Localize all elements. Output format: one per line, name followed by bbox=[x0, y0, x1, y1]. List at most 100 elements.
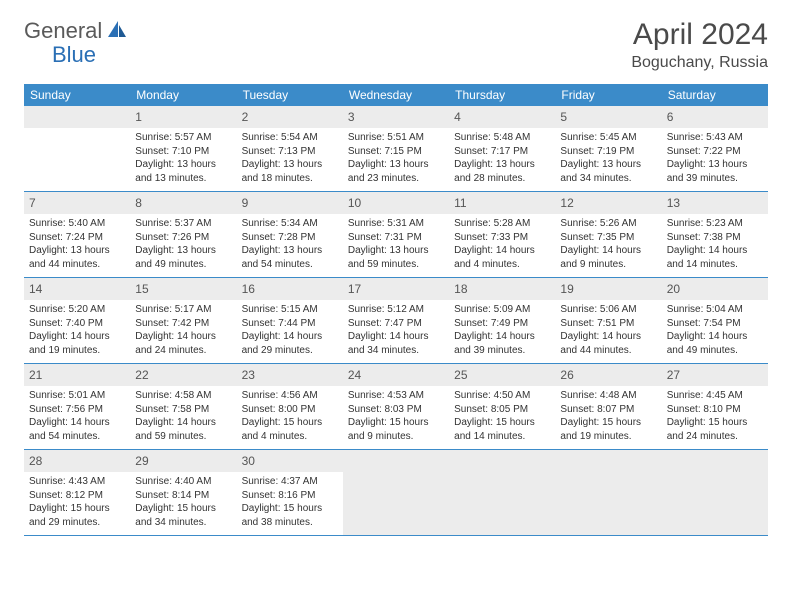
day-cell: 13Sunrise: 5:23 AMSunset: 7:38 PMDayligh… bbox=[662, 192, 768, 277]
day-info: Sunrise: 5:40 AMSunset: 7:24 PMDaylight:… bbox=[29, 217, 125, 271]
daylight-text: Daylight: 14 hours bbox=[560, 330, 656, 344]
day-number-row: 17 bbox=[343, 278, 449, 300]
daylight-text: Daylight: 13 hours bbox=[560, 158, 656, 172]
day-number-row: 16 bbox=[237, 278, 343, 300]
day-number: 11 bbox=[454, 196, 466, 210]
sunrise-text: Sunrise: 5:06 AM bbox=[560, 303, 656, 317]
daylight-text: Daylight: 15 hours bbox=[29, 502, 125, 516]
sunset-text: Sunset: 8:03 PM bbox=[348, 403, 444, 417]
sunset-text: Sunset: 8:12 PM bbox=[29, 489, 125, 503]
day-number-row: 4 bbox=[449, 106, 555, 128]
day-number: 9 bbox=[242, 196, 249, 210]
sunset-text: Sunset: 8:00 PM bbox=[242, 403, 338, 417]
logo-word-2: Blue bbox=[52, 42, 96, 67]
day-info: Sunrise: 5:20 AMSunset: 7:40 PMDaylight:… bbox=[29, 303, 125, 357]
day-number-row: 30 bbox=[237, 450, 343, 472]
daylight-text: Daylight: 13 hours bbox=[348, 158, 444, 172]
sunrise-text: Sunrise: 5:15 AM bbox=[242, 303, 338, 317]
daylight-text: Daylight: 15 hours bbox=[242, 416, 338, 430]
day-cell: 7 Sunrise: 5:40 AMSunset: 7:24 PMDaylight… bbox=[24, 192, 130, 277]
sunset-text: Sunset: 8:10 PM bbox=[667, 403, 763, 417]
day-number: 19 bbox=[560, 282, 573, 296]
daylight-text: Daylight: 14 hours bbox=[667, 244, 763, 258]
day-number: 27 bbox=[667, 368, 680, 382]
day-info: Sunrise: 4:48 AMSunset: 8:07 PMDaylight:… bbox=[560, 389, 656, 443]
day-number: 24 bbox=[348, 368, 361, 382]
sunset-text: Sunset: 7:58 PM bbox=[135, 403, 231, 417]
sunrise-text: Sunrise: 5:20 AM bbox=[29, 303, 125, 317]
day-cell: 1Sunrise: 5:57 AMSunset: 7:10 PMDaylight… bbox=[130, 106, 236, 191]
sunrise-text: Sunrise: 4:43 AM bbox=[29, 475, 125, 489]
daylight-text: and 18 minutes. bbox=[242, 172, 338, 186]
day-number-row: 27 bbox=[662, 364, 768, 386]
day-number-row bbox=[555, 450, 661, 472]
sunset-text: Sunset: 7:40 PM bbox=[29, 317, 125, 331]
sunrise-text: Sunrise: 4:40 AM bbox=[135, 475, 231, 489]
daylight-text: Daylight: 13 hours bbox=[242, 158, 338, 172]
daylight-text: and 49 minutes. bbox=[135, 258, 231, 272]
sunset-text: Sunset: 7:19 PM bbox=[560, 145, 656, 159]
daylight-text: Daylight: 13 hours bbox=[135, 158, 231, 172]
day-cell: 21Sunrise: 5:01 AMSunset: 7:56 PMDayligh… bbox=[24, 364, 130, 449]
day-number: 5 bbox=[560, 110, 567, 124]
sunrise-text: Sunrise: 5:26 AM bbox=[560, 217, 656, 231]
daylight-text: Daylight: 13 hours bbox=[135, 244, 231, 258]
day-number-row: 12 bbox=[555, 192, 661, 214]
day-info: Sunrise: 5:15 AMSunset: 7:44 PMDaylight:… bbox=[242, 303, 338, 357]
sunrise-text: Sunrise: 4:37 AM bbox=[242, 475, 338, 489]
daylight-text: and 24 minutes. bbox=[667, 430, 763, 444]
day-number: 4 bbox=[454, 110, 461, 124]
sunset-text: Sunset: 7:10 PM bbox=[135, 145, 231, 159]
day-cell: 14Sunrise: 5:20 AMSunset: 7:40 PMDayligh… bbox=[24, 278, 130, 363]
day-info: Sunrise: 5:43 AMSunset: 7:22 PMDaylight:… bbox=[667, 131, 763, 185]
day-info: Sunrise: 5:01 AMSunset: 7:56 PMDaylight:… bbox=[29, 389, 125, 443]
daylight-text: Daylight: 15 hours bbox=[348, 416, 444, 430]
daylight-text: and 44 minutes. bbox=[560, 344, 656, 358]
day-number: 6 bbox=[667, 110, 674, 124]
day-cell: 19Sunrise: 5:06 AMSunset: 7:51 PMDayligh… bbox=[555, 278, 661, 363]
day-cell bbox=[555, 450, 661, 535]
daylight-text: and 44 minutes. bbox=[29, 258, 125, 272]
daylight-text: Daylight: 13 hours bbox=[348, 244, 444, 258]
day-number-row: 7 bbox=[24, 192, 130, 214]
day-info: Sunrise: 4:37 AMSunset: 8:16 PMDaylight:… bbox=[242, 475, 338, 529]
day-info: Sunrise: 4:53 AMSunset: 8:03 PMDaylight:… bbox=[348, 389, 444, 443]
day-header-sat: Saturday bbox=[662, 84, 768, 106]
sunset-text: Sunset: 8:05 PM bbox=[454, 403, 550, 417]
day-number-row: 20 bbox=[662, 278, 768, 300]
day-info: Sunrise: 5:17 AMSunset: 7:42 PMDaylight:… bbox=[135, 303, 231, 357]
daylight-text: and 38 minutes. bbox=[242, 516, 338, 530]
day-number-row bbox=[662, 450, 768, 472]
day-number-row: 6 bbox=[662, 106, 768, 128]
sunset-text: Sunset: 7:26 PM bbox=[135, 231, 231, 245]
sunset-text: Sunset: 7:47 PM bbox=[348, 317, 444, 331]
sunset-text: Sunset: 7:35 PM bbox=[560, 231, 656, 245]
daylight-text: and 14 minutes. bbox=[667, 258, 763, 272]
day-info: Sunrise: 5:48 AMSunset: 7:17 PMDaylight:… bbox=[454, 131, 550, 185]
day-header-tue: Tuesday bbox=[237, 84, 343, 106]
daylight-text: and 19 minutes. bbox=[560, 430, 656, 444]
sunset-text: Sunset: 7:31 PM bbox=[348, 231, 444, 245]
day-cell: 12Sunrise: 5:26 AMSunset: 7:35 PMDayligh… bbox=[555, 192, 661, 277]
day-number-row: 9 bbox=[237, 192, 343, 214]
daylight-text: Daylight: 14 hours bbox=[135, 330, 231, 344]
day-cell: 3Sunrise: 5:51 AMSunset: 7:15 PMDaylight… bbox=[343, 106, 449, 191]
day-number: 30 bbox=[242, 454, 255, 468]
week-row: 21Sunrise: 5:01 AMSunset: 7:56 PMDayligh… bbox=[24, 364, 768, 450]
daylight-text: Daylight: 14 hours bbox=[348, 330, 444, 344]
daylight-text: Daylight: 13 hours bbox=[242, 244, 338, 258]
sunrise-text: Sunrise: 5:23 AM bbox=[667, 217, 763, 231]
day-cell: 16 Sunrise: 5:15 AMSunset: 7:44 PMDayligh… bbox=[237, 278, 343, 363]
week-row: 28Sunrise: 4:43 AMSunset: 8:12 PMDayligh… bbox=[24, 450, 768, 536]
daylight-text: Daylight: 14 hours bbox=[135, 416, 231, 430]
sunrise-text: Sunrise: 5:17 AM bbox=[135, 303, 231, 317]
day-cell: 20Sunrise: 5:04 AMSunset: 7:54 PMDayligh… bbox=[662, 278, 768, 363]
day-number-row: 19 bbox=[555, 278, 661, 300]
daylight-text: and 13 minutes. bbox=[135, 172, 231, 186]
sunset-text: Sunset: 7:17 PM bbox=[454, 145, 550, 159]
daylight-text: Daylight: 13 hours bbox=[454, 158, 550, 172]
day-number-row: 18 bbox=[449, 278, 555, 300]
day-header-mon: Monday bbox=[130, 84, 236, 106]
day-cell: 22Sunrise: 4:58 AMSunset: 7:58 PMDayligh… bbox=[130, 364, 236, 449]
day-info: Sunrise: 5:09 AMSunset: 7:49 PMDaylight:… bbox=[454, 303, 550, 357]
